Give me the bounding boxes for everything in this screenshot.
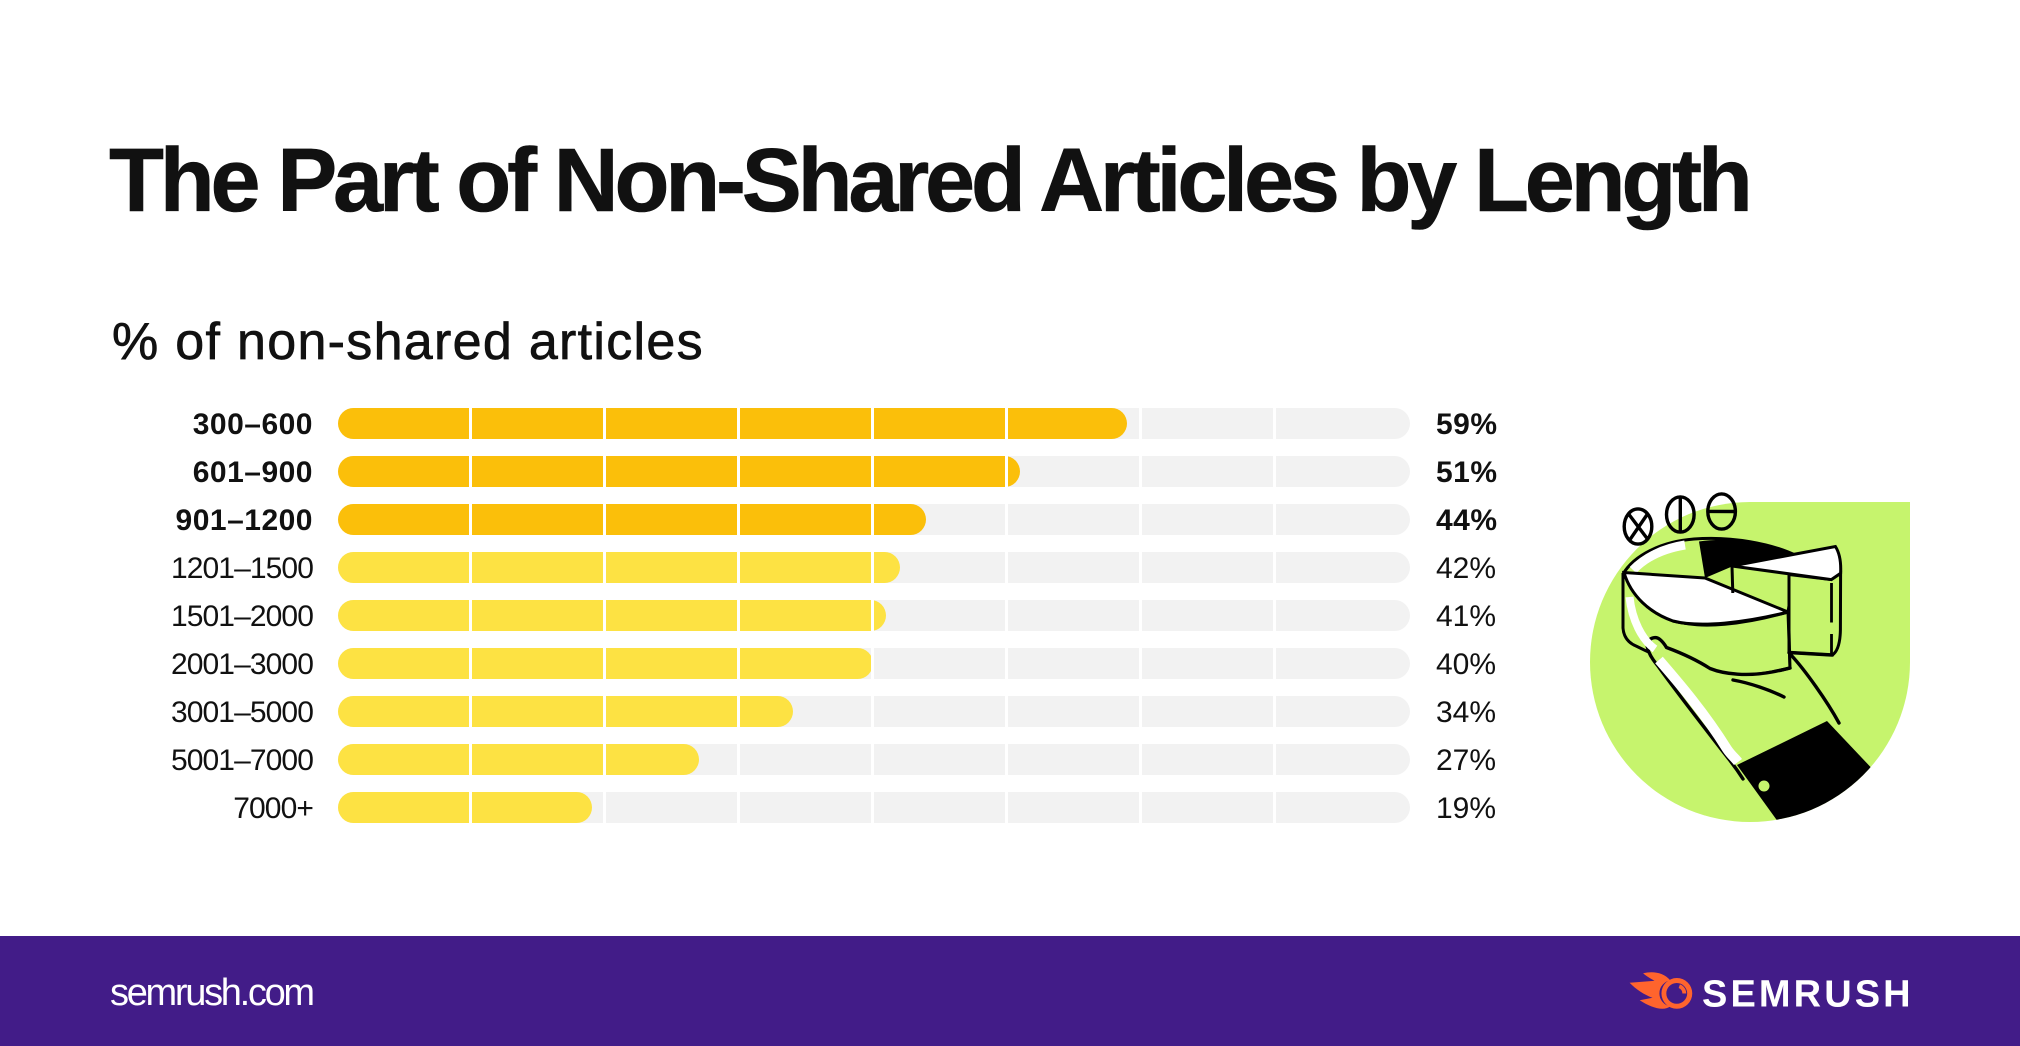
svg-text:SEMRUSH: SEMRUSH (1702, 974, 1914, 1016)
